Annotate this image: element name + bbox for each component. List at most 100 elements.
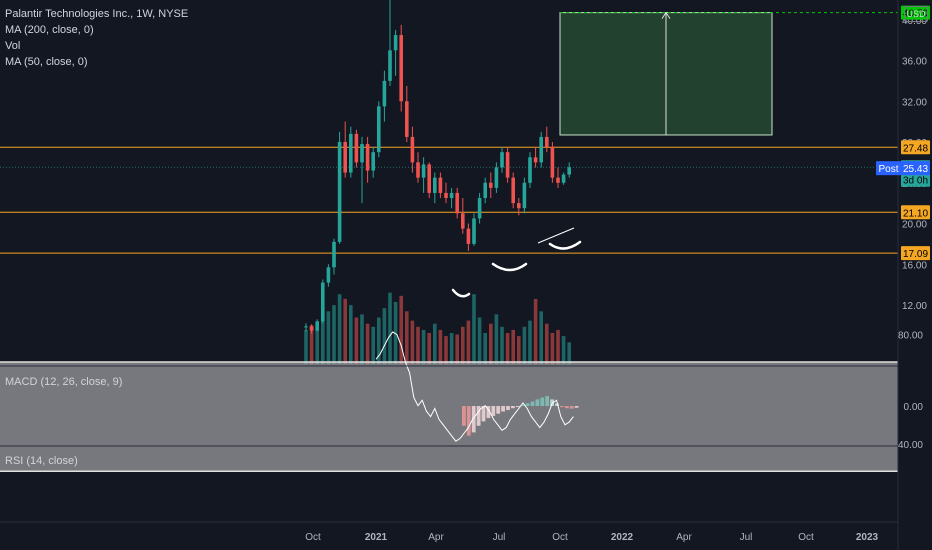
candle[interactable] — [410, 126, 415, 173]
candle-body — [343, 142, 347, 173]
candle[interactable] — [382, 70, 387, 122]
smile-annotation[interactable] — [491, 262, 528, 272]
indicator-vol-label[interactable]: Vol — [5, 40, 21, 52]
candle[interactable] — [466, 223, 471, 252]
candle[interactable] — [449, 187, 454, 209]
price-tick-label: 36.00 — [902, 57, 927, 68]
smile-annotation[interactable] — [451, 288, 471, 298]
candle[interactable] — [354, 129, 359, 168]
volume-bar — [360, 314, 364, 364]
candle-body — [388, 50, 392, 81]
candle[interactable] — [421, 157, 426, 193]
candle-body — [444, 192, 448, 199]
candle[interactable] — [377, 101, 381, 158]
volume-bar — [427, 333, 431, 364]
volume-bar — [561, 336, 566, 364]
candle[interactable] — [528, 152, 532, 188]
candle[interactable] — [433, 172, 437, 204]
price-tick-label: 16.00 — [902, 260, 927, 271]
price-tick-label: 20.00 — [902, 220, 927, 231]
candle[interactable] — [393, 29, 398, 76]
candle[interactable] — [561, 172, 566, 185]
volume-bar — [321, 317, 325, 364]
candle-body — [433, 177, 437, 193]
candle[interactable] — [500, 147, 504, 173]
candle-body — [533, 157, 538, 163]
currency-button[interactable]: USD — [904, 6, 928, 22]
price-badge[interactable] — [901, 140, 930, 155]
candle[interactable] — [483, 177, 487, 204]
price-badge[interactable] — [901, 246, 930, 261]
candle[interactable] — [522, 177, 527, 214]
price-badge[interactable] — [901, 172, 930, 187]
candle[interactable] — [343, 121, 347, 178]
candle[interactable] — [444, 182, 448, 204]
candle[interactable] — [416, 152, 420, 183]
candle-body — [360, 144, 364, 163]
candle[interactable] — [337, 131, 342, 244]
volume-bar — [377, 317, 381, 364]
time-axis-label: 2022 — [611, 532, 634, 543]
candle[interactable] — [332, 238, 336, 275]
candle[interactable] — [461, 198, 465, 234]
candle-body — [466, 228, 471, 244]
candle[interactable] — [371, 147, 375, 178]
price-badge-label: 3d 0h — [903, 176, 928, 187]
volume-bar — [388, 292, 392, 364]
candle[interactable] — [438, 172, 443, 199]
volume-bar — [477, 317, 482, 364]
candle[interactable] — [326, 264, 331, 287]
candle-body — [371, 152, 375, 171]
indicator-ma50-label[interactable]: MA (50, close, 0) — [5, 56, 88, 68]
candle[interactable] — [556, 167, 560, 188]
candle-body — [545, 136, 549, 148]
candle[interactable] — [533, 147, 538, 168]
candle[interactable] — [399, 24, 403, 112]
candle[interactable] — [477, 192, 482, 224]
candle[interactable] — [505, 147, 510, 183]
time-axis-label: Oct — [798, 532, 814, 543]
smile-annotation[interactable] — [548, 240, 582, 250]
candle[interactable] — [550, 142, 555, 183]
volume-bar — [494, 314, 499, 364]
candle-body — [421, 164, 426, 178]
candle[interactable] — [405, 85, 409, 142]
candle[interactable] — [360, 136, 364, 204]
candle-body — [494, 167, 499, 188]
price-badge[interactable] — [901, 5, 930, 20]
candle[interactable] — [511, 172, 515, 209]
candle[interactable] — [545, 126, 549, 153]
candle[interactable] — [349, 126, 353, 178]
candle[interactable] — [455, 187, 459, 219]
candle[interactable] — [567, 162, 571, 178]
post-market-price-badge[interactable] — [901, 161, 930, 176]
candle[interactable] — [472, 213, 476, 246]
symbol-title[interactable]: Palantir Technologies Inc., 1W, NYSE — [5, 8, 189, 20]
candle[interactable] — [539, 131, 543, 168]
indicator-ma200-label[interactable]: MA (200, close, 0) — [5, 24, 94, 36]
rsi-tick-label: 40.00 — [898, 440, 923, 451]
candle-body — [349, 133, 353, 173]
price-tick-label: 12.00 — [902, 301, 927, 312]
price-badge[interactable] — [901, 205, 930, 220]
candle[interactable] — [365, 136, 370, 183]
rsi-label[interactable]: RSI (14, close) — [5, 455, 78, 467]
target-arrow-head — [661, 11, 671, 19]
candle[interactable] — [489, 172, 493, 199]
candle-body — [337, 142, 342, 242]
candle[interactable] — [517, 198, 521, 216]
volume-bar — [365, 323, 370, 364]
neckline-annotation — [537, 227, 575, 244]
volume-bar — [343, 298, 347, 364]
candle[interactable] — [321, 279, 325, 324]
candle[interactable] — [427, 162, 431, 199]
price-badge-label: 40.70 — [903, 9, 928, 20]
macd-label[interactable]: MACD (12, 26, close, 9) — [5, 376, 123, 388]
post-market-tag[interactable] — [876, 161, 901, 176]
volume-bar — [455, 334, 459, 364]
candle[interactable] — [494, 162, 499, 193]
rsi-pane[interactable] — [0, 331, 898, 473]
price-pane[interactable]: 12.01 (41.88%) 1201 — [0, 0, 898, 364]
candle[interactable] — [388, 0, 392, 86]
